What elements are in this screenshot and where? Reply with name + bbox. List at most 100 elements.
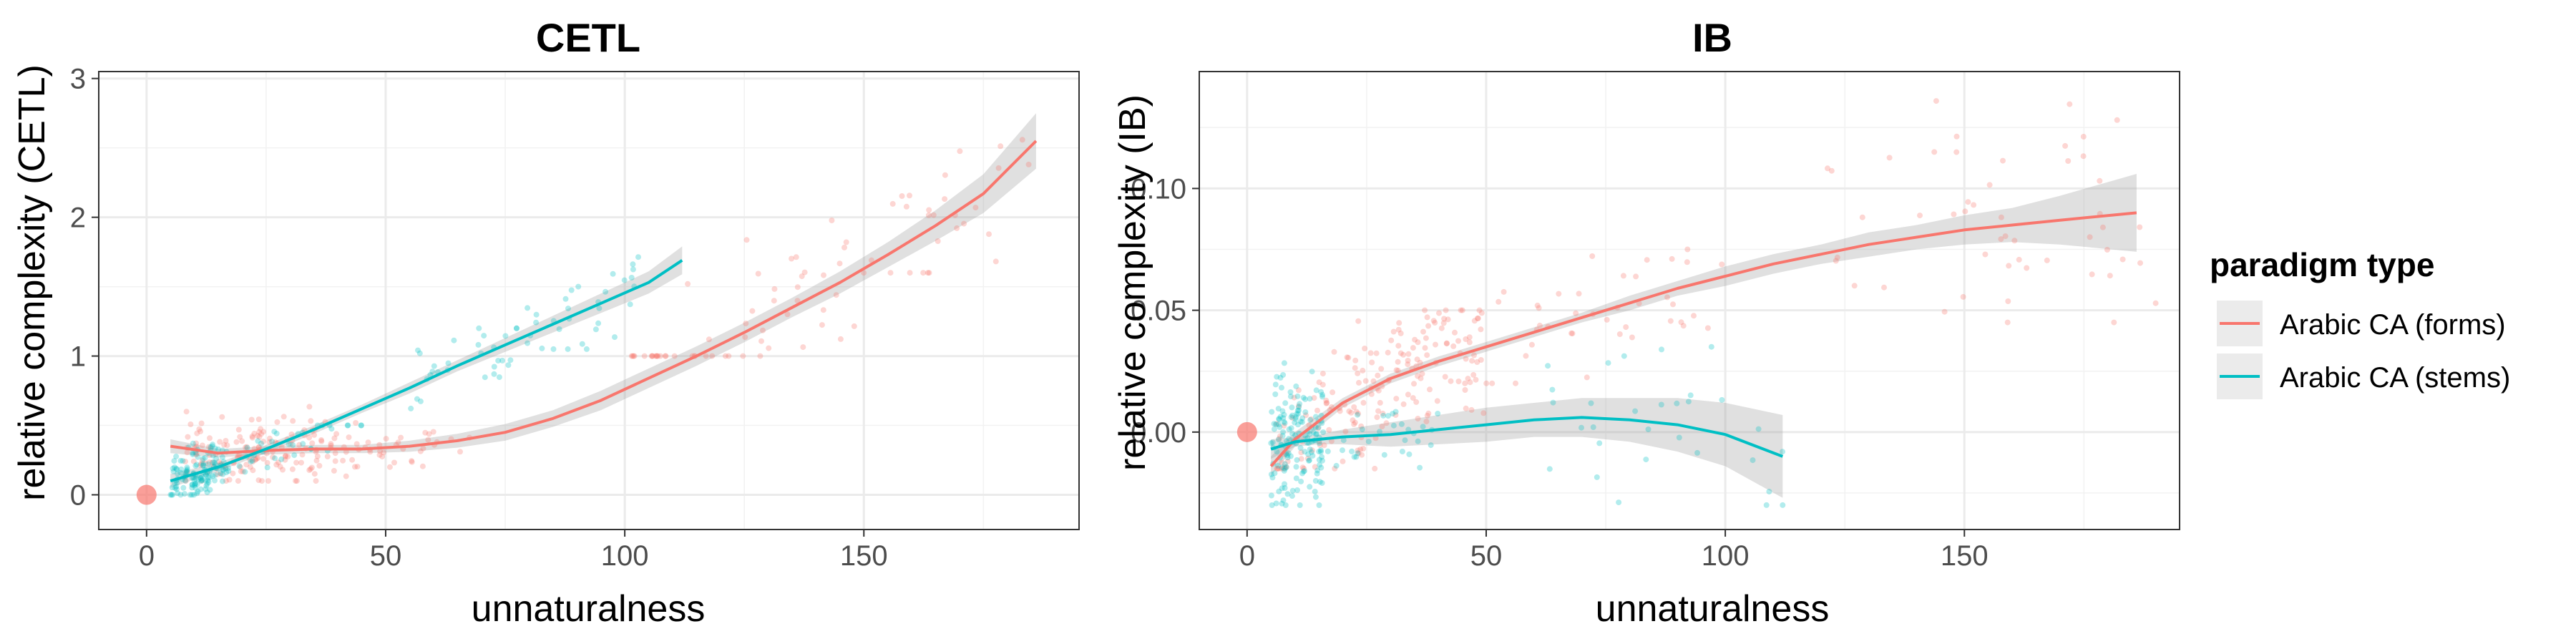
data-point	[1474, 316, 1480, 321]
data-point	[722, 353, 728, 359]
data-point	[408, 405, 414, 411]
data-point	[349, 457, 356, 463]
data-point	[193, 440, 199, 447]
data-point	[930, 212, 937, 218]
data-point	[1280, 415, 1287, 421]
data-point	[213, 461, 218, 467]
data-point	[1415, 416, 1421, 421]
data-point	[1302, 468, 1307, 474]
data-point	[1282, 481, 1287, 487]
data-point	[1298, 449, 1304, 456]
data-point	[224, 442, 230, 449]
data-point	[318, 437, 324, 443]
data-point	[1659, 346, 1664, 353]
data-point	[819, 322, 825, 328]
data-point	[172, 485, 178, 492]
data-point	[252, 457, 258, 463]
data-point	[525, 305, 531, 311]
data-point	[237, 464, 243, 470]
data-point	[658, 353, 663, 359]
data-point	[264, 464, 270, 471]
data-point	[243, 462, 250, 468]
data-point	[290, 441, 296, 448]
data-point	[248, 459, 254, 465]
data-point	[1289, 493, 1295, 499]
data-point	[1283, 464, 1289, 470]
data-point	[496, 374, 502, 381]
data-point	[1400, 401, 1407, 407]
data-point	[178, 466, 185, 472]
data-point	[313, 457, 320, 464]
data-point	[256, 429, 263, 435]
data-point	[1281, 467, 1287, 474]
data-point	[1445, 316, 1451, 323]
data-point	[1405, 426, 1412, 433]
data-point	[709, 353, 716, 359]
data-point	[1280, 465, 1287, 472]
data-point	[1319, 454, 1325, 460]
data-point	[1405, 358, 1411, 364]
data-point	[1643, 457, 1649, 463]
data-point	[630, 266, 636, 273]
data-point	[205, 474, 211, 481]
data-point	[255, 477, 262, 484]
data-point	[1528, 341, 1535, 348]
data-point	[1279, 408, 1286, 414]
data-point	[1283, 464, 1289, 470]
data-point	[1315, 425, 1321, 431]
data-point	[1353, 409, 1360, 415]
data-point	[1310, 429, 1317, 436]
fit-lines-ib	[1269, 211, 2137, 467]
data-point	[219, 414, 225, 420]
data-point	[168, 492, 175, 498]
data-point	[451, 337, 457, 343]
data-point	[172, 464, 177, 471]
x-tick-label: 100	[1702, 540, 1750, 572]
data-point	[562, 296, 569, 302]
data-point	[972, 205, 979, 211]
data-point	[1419, 371, 1425, 377]
data-point	[1319, 371, 1326, 377]
data-point	[206, 459, 213, 465]
data-point	[1476, 307, 1483, 313]
data-point	[1340, 437, 1347, 444]
data-point	[1380, 412, 1387, 419]
data-point	[1411, 381, 1417, 387]
data-point	[829, 218, 835, 223]
data-point	[1302, 409, 1309, 415]
data-point	[2097, 177, 2103, 184]
data-point	[628, 353, 635, 359]
data-point	[457, 449, 463, 455]
data-point	[833, 292, 839, 298]
data-point	[170, 492, 176, 498]
data-point	[1568, 330, 1575, 336]
data-point	[957, 148, 963, 155]
data-point	[177, 469, 184, 476]
data-point	[1931, 149, 1938, 155]
data-point	[1295, 421, 1301, 428]
data-point	[1328, 438, 1335, 444]
data-point	[214, 471, 220, 477]
data-point	[258, 426, 264, 432]
data-point	[1395, 367, 1401, 374]
data-point	[379, 454, 386, 460]
data-point	[249, 457, 255, 464]
data-point	[1588, 400, 1594, 406]
data-point	[365, 439, 371, 446]
data-point	[271, 429, 278, 435]
data-point	[247, 457, 253, 463]
data-point	[1269, 439, 1276, 446]
data-point	[1390, 411, 1396, 417]
data-point	[1295, 411, 1301, 417]
data-point	[1293, 464, 1299, 470]
data-point	[627, 301, 633, 308]
data-point	[1285, 450, 1292, 457]
data-point	[190, 458, 197, 464]
data-point	[1313, 387, 1319, 394]
data-point	[332, 458, 338, 464]
data-point	[1859, 214, 1865, 220]
data-point	[429, 369, 436, 375]
data-point	[995, 165, 1002, 171]
data-point	[1293, 383, 1299, 389]
data-point	[596, 305, 602, 311]
